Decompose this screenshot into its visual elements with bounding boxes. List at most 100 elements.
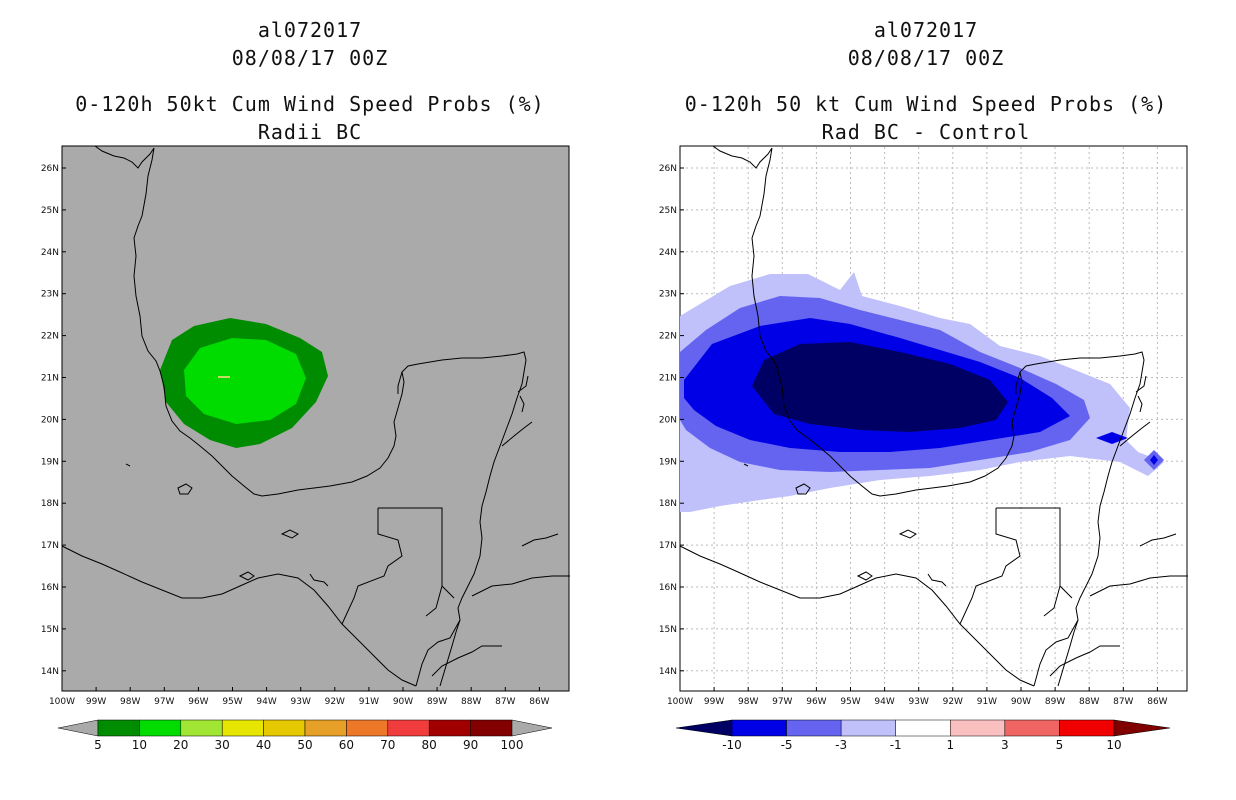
colorbar-swatch xyxy=(840,719,896,737)
left-date: 08/08/17 00Z xyxy=(231,46,389,70)
lon-tick-label: 94W xyxy=(256,697,276,707)
colorbar-label: 100 xyxy=(501,738,524,752)
colorbar-swatch xyxy=(346,719,389,737)
colorbar-label: -10 xyxy=(722,738,742,752)
lon-tick-label: 88W xyxy=(461,697,481,707)
left-prob-10-region xyxy=(184,338,306,424)
left-lat-labels: 26N 25N 24N 23N 22N 21N 20N 19N 18N 17N 16N 15N 14N xyxy=(41,164,66,677)
lon-tick-label: 98W xyxy=(120,697,140,707)
left-map: 26N25N24N23N22N21N20N19N18N17N16N15N14N … xyxy=(41,145,571,707)
lat-tick-label: 23N xyxy=(659,290,677,300)
colorbar-swatch xyxy=(1004,719,1060,737)
lon-tick-label: 97W xyxy=(772,697,792,707)
colorbar-label: 90 xyxy=(463,738,478,752)
left-map-frame xyxy=(61,145,570,692)
colorbar-label: 70 xyxy=(380,738,395,752)
colorbar-swatch xyxy=(387,719,430,737)
lon-tick-label: 95W xyxy=(840,697,860,707)
colorbar-swatch xyxy=(1059,719,1115,737)
lon-tick-label: 89W xyxy=(427,697,447,707)
lat-tick-label: 19N xyxy=(659,457,677,467)
lat-tick-label: 24N xyxy=(659,248,677,258)
colorbar-label: 1 xyxy=(946,738,954,752)
lon-tick-label: 100W xyxy=(49,697,75,707)
lat-tick-label: 23N xyxy=(41,290,59,300)
lon-tick-label: 96W xyxy=(188,697,208,707)
right-map: 26N25N24N23N22N21N20N19N18N17N16N15N14N … xyxy=(659,145,1189,707)
lat-tick-label: 25N xyxy=(41,206,59,216)
lat-tick-label: 16N xyxy=(659,583,677,593)
lon-tick-label: 88W xyxy=(1079,697,1099,707)
colorbar-label: -1 xyxy=(890,738,902,752)
lon-tick-label: 91W xyxy=(359,697,379,707)
colorbar-swatch xyxy=(470,719,513,737)
colorbar-swatch xyxy=(731,719,787,737)
colorbar-swatch xyxy=(180,719,223,737)
right-lon-labels: 100W 99W 98W 97W 96W 95W 94W 93W 92W 91W 90W 89W 88W… xyxy=(667,687,1168,707)
lat-tick-label: 20N xyxy=(41,415,59,425)
colorbar-swatch xyxy=(97,719,140,737)
lat-tick-label: 15N xyxy=(41,625,59,635)
colorbar-swatch xyxy=(139,719,182,737)
colorbar-swatch xyxy=(263,719,306,737)
left-lon-labels: 100W 99W 98W 97W 96W 95W 94W 93W 92W 91W 90W 89W 88W… xyxy=(49,687,550,707)
lat-tick-label: 24N xyxy=(41,248,59,258)
right-lat-labels: 26N 25N 24N 23N 22N 21N 20N 19N 18N 17N 16N 15N 14N xyxy=(659,164,684,677)
colorbar-label: 50 xyxy=(297,738,312,752)
lat-tick-label: 22N xyxy=(659,332,677,342)
left-subtitle: Radii BC xyxy=(257,120,363,144)
lat-tick-label: 26N xyxy=(41,164,59,174)
lon-tick-label: 90W xyxy=(393,697,413,707)
lat-tick-label: 20N xyxy=(659,415,677,425)
colorbar-left-arrow xyxy=(675,719,733,737)
colorbar-label: 30 xyxy=(215,738,230,752)
colorbar-label: 10 xyxy=(1106,738,1121,752)
lat-tick-label: 17N xyxy=(41,541,59,551)
lat-tick-label: 26N xyxy=(659,164,677,174)
colorbar-label: 40 xyxy=(256,738,271,752)
lon-tick-label: 86W xyxy=(529,697,549,707)
colorbar-label: 5 xyxy=(94,738,102,752)
lat-tick-label: 15N xyxy=(659,625,677,635)
colorbar-label: 20 xyxy=(173,738,188,752)
lon-tick-label: 91W xyxy=(977,697,997,707)
lat-tick-label: 14N xyxy=(659,667,677,677)
left-colorbar: 5 10 20 30 40 50 60 70 80 90 100 xyxy=(57,719,553,752)
right-title: 0-120h 50 kt Cum Wind Speed Probs (%) xyxy=(684,92,1168,116)
colorbar-right-arrow xyxy=(1113,719,1171,737)
right-date: 08/08/17 00Z xyxy=(847,46,1005,70)
lon-tick-label: 89W xyxy=(1045,697,1065,707)
lon-tick-label: 87W xyxy=(1113,697,1133,707)
lat-tick-label: 18N xyxy=(41,499,59,509)
lat-tick-label: 16N xyxy=(41,583,59,593)
colorbar-label: 3 xyxy=(1001,738,1009,752)
left-storm-id: al072017 xyxy=(257,18,363,42)
lon-tick-label: 95W xyxy=(222,697,242,707)
colorbar-swatch xyxy=(304,719,347,737)
colorbar-swatch xyxy=(786,719,842,737)
left-title: 0-120h 50kt Cum Wind Speed Probs (%) xyxy=(75,92,545,116)
colorbar-label: 60 xyxy=(339,738,354,752)
lat-tick-label: 25N xyxy=(659,206,677,216)
lat-tick-label: 21N xyxy=(659,374,677,384)
right-storm-id: al072017 xyxy=(873,18,979,42)
lat-tick-label: 14N xyxy=(41,667,59,677)
lon-tick-label: 94W xyxy=(874,697,894,707)
lon-tick-label: 93W xyxy=(291,697,311,707)
lon-tick-label: 87W xyxy=(495,697,515,707)
colorbar-swatch xyxy=(895,719,951,737)
right-colorbar: -10 -5 -3 -1 1 3 5 10 xyxy=(675,719,1171,752)
lon-tick-label: 97W xyxy=(154,697,174,707)
left-storm-center xyxy=(218,376,230,378)
lon-tick-label: 93W xyxy=(909,697,929,707)
right-diff-blob-2-core xyxy=(1150,455,1158,465)
lon-tick-label: 86W xyxy=(1147,697,1167,707)
colorbar-label: -5 xyxy=(781,738,793,752)
right-diff-lt-minus10 xyxy=(752,342,1008,432)
lon-tick-label: 98W xyxy=(738,697,758,707)
lat-tick-label: 18N xyxy=(659,499,677,509)
lat-tick-label: 21N xyxy=(41,374,59,384)
colorbar-swatch xyxy=(221,719,264,737)
colorbar-label: 5 xyxy=(1056,738,1064,752)
